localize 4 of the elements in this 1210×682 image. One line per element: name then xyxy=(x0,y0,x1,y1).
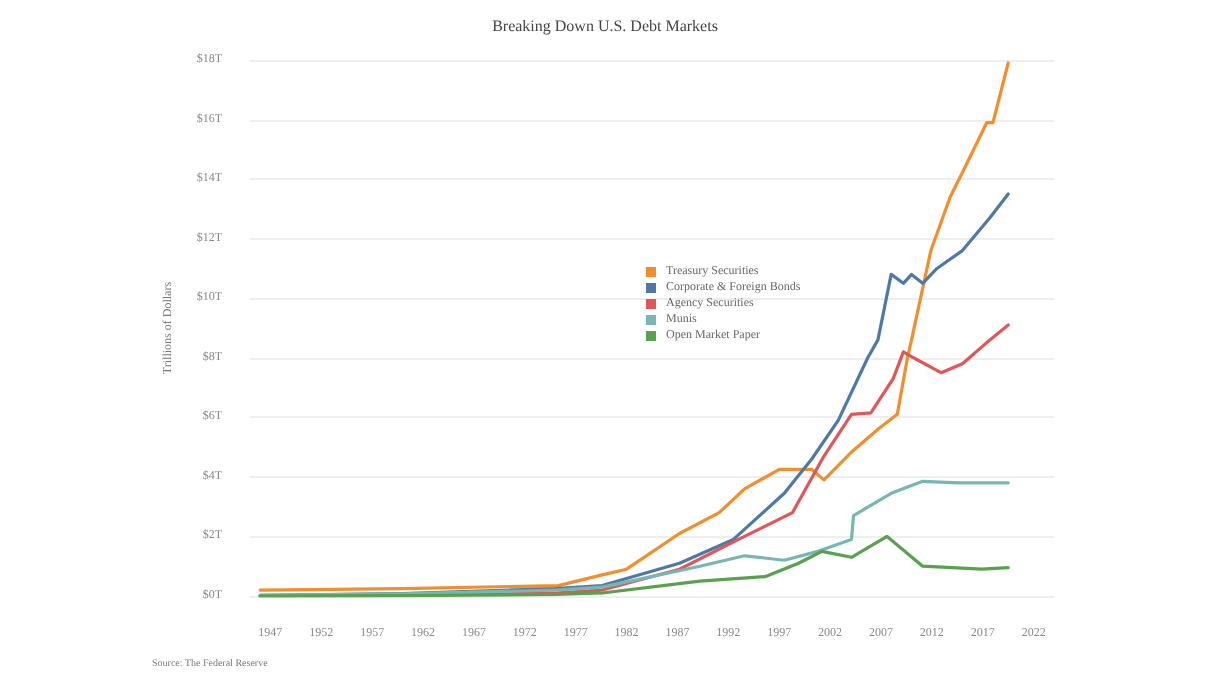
line-series xyxy=(258,61,1010,592)
chart-title: Breaking Down U.S. Debt Markets xyxy=(492,17,718,35)
line-series xyxy=(258,534,1010,598)
line-series xyxy=(258,479,1010,597)
